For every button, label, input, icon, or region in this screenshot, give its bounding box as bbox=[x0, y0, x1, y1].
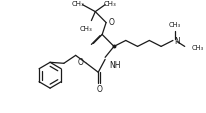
Text: CH₃: CH₃ bbox=[169, 21, 181, 27]
Text: CH₃: CH₃ bbox=[192, 45, 204, 51]
Text: O: O bbox=[78, 57, 83, 66]
Text: O: O bbox=[109, 18, 115, 27]
Text: CH₃: CH₃ bbox=[104, 1, 116, 7]
Text: NH: NH bbox=[109, 61, 121, 70]
Text: CH₃: CH₃ bbox=[71, 1, 84, 7]
Text: N: N bbox=[174, 37, 180, 46]
Text: CH₃: CH₃ bbox=[80, 25, 93, 31]
Text: O: O bbox=[96, 84, 102, 93]
